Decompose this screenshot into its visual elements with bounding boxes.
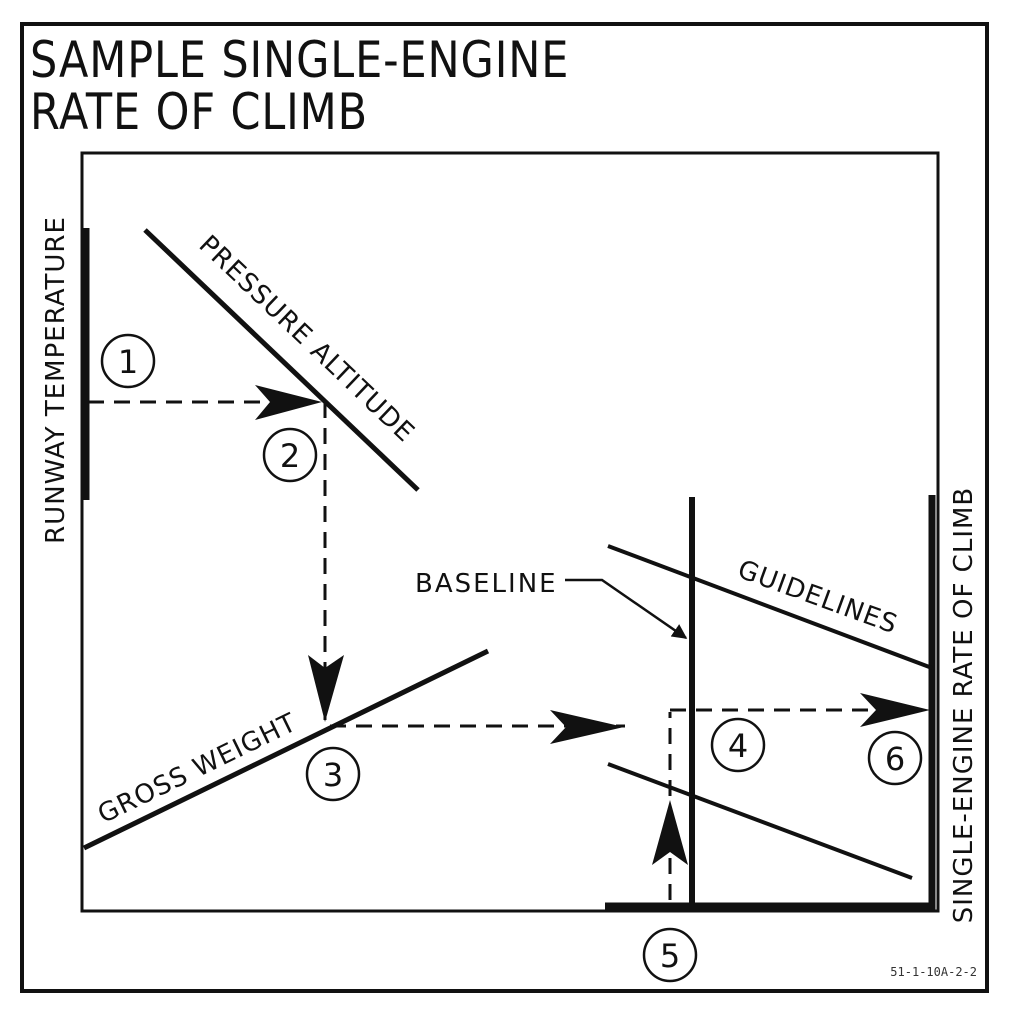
guidelines-label: GUIDELINES	[734, 555, 902, 641]
arrow-down-2	[308, 655, 344, 722]
guideline-upper	[607, 544, 933, 670]
step-circle-4	[710, 717, 766, 773]
figure-code: 51-1-10A-2-2	[890, 965, 977, 979]
step-circle-2	[262, 427, 318, 483]
rate-of-climb-label: SINGLE-ENGINE RATE OF CLIMB	[949, 487, 979, 924]
step-number-3: 3	[323, 756, 343, 794]
step-circle-5	[642, 927, 698, 983]
step-number-2: 2	[280, 437, 300, 475]
step-circle-1	[100, 333, 156, 389]
runway-temperature-label: RUNWAY TEMPERATURE	[41, 216, 71, 544]
step-number-6: 6	[885, 740, 905, 778]
gross-weight-line	[82, 648, 490, 851]
step-circle-3	[305, 746, 361, 802]
pressure-altitude-line	[143, 228, 420, 492]
step-number-4: 4	[728, 727, 748, 765]
baseline-label: BASELINE	[415, 569, 558, 599]
guideline-lower	[607, 762, 913, 880]
outer-frame	[20, 22, 989, 993]
step-circle-6	[867, 730, 923, 786]
gross-weight-label: GROSS WEIGHT	[93, 708, 301, 830]
diagram-title: SAMPLE SINGLE-ENGINE RATE OF CLIMB	[30, 34, 569, 138]
title-line-1: SAMPLE SINGLE-ENGINE	[30, 31, 570, 89]
step-number-1: 1	[118, 343, 138, 381]
arrow-right-3	[550, 710, 624, 744]
title-line-2: RATE OF CLIMB	[30, 83, 369, 141]
inner-frame	[80, 151, 940, 913]
arrow-up-5	[652, 800, 688, 865]
baseline-leader	[565, 578, 688, 640]
arrow-right-1	[255, 385, 322, 420]
pressure-altitude-label: PRESSURE ALTITUDE	[193, 230, 420, 449]
step-number-5: 5	[660, 937, 680, 975]
arrow-right-6	[860, 693, 930, 727]
